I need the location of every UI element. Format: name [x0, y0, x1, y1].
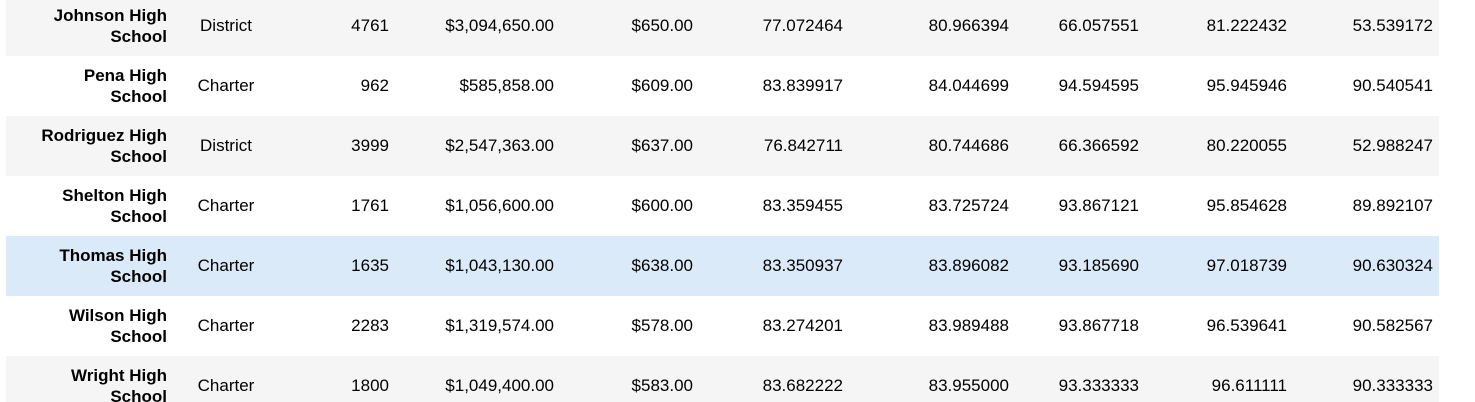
row-header-school-name: Wright High School [71, 366, 167, 402]
cell-percent-overall-passing: 90.630324 [1352, 256, 1433, 275]
cell-percent-passing-reading: 95.945946 [1206, 76, 1287, 95]
cell-total-students: 1635 [351, 256, 389, 275]
cell-percent-passing-reading: 81.222432 [1206, 16, 1287, 35]
cell-total-students: 962 [360, 76, 389, 95]
cell-total-students: 4761 [351, 16, 389, 35]
row-header-school-name: Johnson High School [53, 6, 167, 46]
cell-percent-passing-reading: 97.018739 [1206, 256, 1287, 275]
cell-total-students: 1761 [351, 196, 389, 215]
row-header-school-name: Wilson High School [68, 306, 167, 346]
school-summary-table: Johnson High School District 4761 $3,094,… [6, 0, 1439, 402]
table-row[interactable]: Wilson High School Charter 2283 $1,319,57… [6, 296, 1439, 356]
cell-total-budget: $1,043,130.00 [445, 256, 554, 275]
cell-percent-overall-passing: 90.582567 [1352, 316, 1433, 335]
cell-school-type: Charter [197, 316, 255, 335]
cell-average-math-score: 76.842711 [763, 136, 843, 155]
row-header-school-name: Rodriguez High School [41, 126, 167, 166]
cell-school-type: Charter [197, 76, 255, 95]
cell-average-math-score: 83.274201 [762, 316, 843, 335]
cell-average-reading-score: 83.896082 [928, 256, 1009, 275]
cell-percent-passing-reading: 80.220055 [1206, 136, 1287, 155]
cell-percent-passing-math: 93.867718 [1058, 316, 1139, 335]
cell-total-budget: $1,049,400.00 [445, 376, 554, 395]
cell-total-budget: $1,056,600.00 [445, 196, 554, 215]
table-row[interactable]: Wright High School Charter 1800 $1,049,40… [6, 356, 1439, 402]
row-header-school-name: Shelton High School [62, 186, 167, 226]
table-row[interactable]: Johnson High School District 4761 $3,094,… [6, 0, 1439, 56]
cell-percent-passing-math: 66.057551 [1058, 16, 1139, 35]
cell-percent-passing-math: 93.333333 [1058, 376, 1139, 395]
cell-school-type: District [200, 16, 252, 35]
cell-school-type: Charter [197, 256, 255, 275]
cell-per-student-budget: $637.00 [631, 136, 693, 155]
cell-total-budget: $2,547,363.00 [445, 136, 554, 155]
cell-average-math-score: 83.350937 [762, 256, 843, 275]
cell-average-reading-score: 83.955000 [928, 376, 1009, 395]
cell-per-student-budget: $609.00 [631, 76, 693, 95]
cell-per-student-budget: $583.00 [631, 376, 693, 395]
cell-total-budget: $1,319,574.00 [445, 316, 554, 335]
cell-percent-overall-passing: 89.892107 [1352, 196, 1433, 215]
cell-per-student-budget: $650.00 [631, 16, 693, 35]
cell-percent-passing-math: 93.867121 [1058, 196, 1139, 215]
cell-percent-passing-reading: 95.854628 [1206, 196, 1287, 215]
table-row[interactable]: Pena High School Charter 962 $585,858.00 … [6, 56, 1439, 116]
cell-percent-passing-math: 94.594595 [1058, 76, 1139, 95]
cell-percent-passing-reading: 96.611111 [1211, 376, 1287, 395]
cell-total-students: 3999 [351, 136, 389, 155]
cell-average-math-score: 83.682222 [762, 376, 843, 395]
cell-school-type: Charter [197, 376, 255, 395]
cell-percent-overall-passing: 53.539172 [1352, 16, 1433, 35]
cell-school-type: Charter [197, 196, 255, 215]
cell-percent-overall-passing: 90.333333 [1352, 376, 1433, 395]
cell-average-math-score: 77.072464 [762, 16, 843, 35]
cell-average-reading-score: 84.044699 [928, 76, 1009, 95]
cell-per-student-budget: $600.00 [631, 196, 693, 215]
cell-percent-passing-math: 93.185690 [1058, 256, 1139, 275]
cell-percent-overall-passing: 52.988247 [1352, 136, 1433, 155]
cell-average-math-score: 83.839917 [762, 76, 843, 95]
cell-average-reading-score: 83.989488 [928, 316, 1009, 335]
cell-total-students: 2283 [351, 316, 389, 335]
cell-average-reading-score: 83.725724 [928, 196, 1009, 215]
cell-per-student-budget: $578.00 [631, 316, 693, 335]
cell-percent-overall-passing: 90.540541 [1352, 76, 1433, 95]
row-header-school-name: Pena High School [83, 66, 167, 106]
cell-average-math-score: 83.359455 [762, 196, 843, 215]
row-header-school-name: Thomas High School [59, 246, 167, 286]
cell-total-budget: $3,094,650.00 [445, 16, 554, 35]
cell-average-reading-score: 80.966394 [928, 16, 1009, 35]
cell-per-student-budget: $638.00 [631, 256, 693, 275]
cell-average-reading-score: 80.744686 [928, 136, 1009, 155]
table-row[interactable]: Shelton High School Charter 1761 $1,056,6… [6, 176, 1439, 236]
table-row-hovered[interactable]: Thomas High School Charter 1635 $1,043,13… [6, 236, 1439, 296]
cell-total-budget: $585,858.00 [459, 76, 554, 95]
cell-percent-passing-math: 66.366592 [1058, 136, 1139, 155]
cell-school-type: District [200, 136, 252, 155]
cell-percent-passing-reading: 96.539641 [1206, 316, 1287, 335]
table-row[interactable]: Rodriguez High School District 3999 $2,54… [6, 116, 1439, 176]
cell-total-students: 1800 [351, 376, 389, 395]
